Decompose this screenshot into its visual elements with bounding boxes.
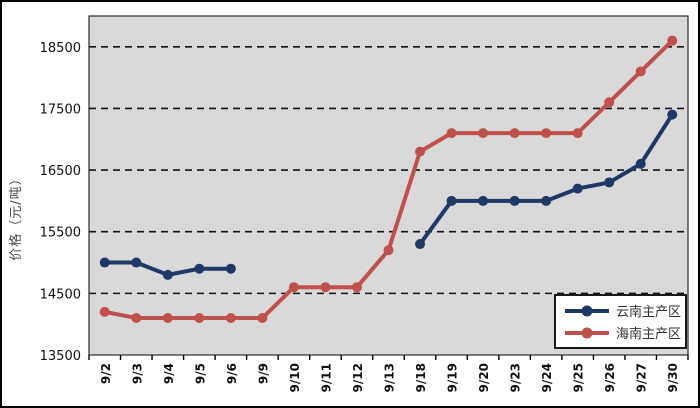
x-tick-label: 9/25	[572, 363, 586, 392]
x-tick-label: 9/26	[603, 363, 617, 392]
data-point-yunnan	[509, 195, 520, 206]
data-point-hainan	[446, 128, 457, 139]
data-point-hainan	[383, 245, 394, 256]
data-point-hainan	[509, 128, 520, 139]
x-tick-label: 9/20	[477, 363, 491, 392]
legend: 云南主产区 海南主产区	[554, 294, 687, 349]
data-point-hainan	[320, 282, 331, 293]
data-point-yunnan	[572, 183, 583, 194]
data-point-yunnan	[604, 177, 615, 188]
x-tick-label: 9/12	[351, 363, 365, 392]
y-tick-label: 13500	[40, 349, 81, 364]
data-point-hainan	[162, 313, 173, 324]
data-point-yunnan	[225, 263, 236, 274]
data-point-hainan	[257, 313, 268, 324]
data-point-hainan	[225, 313, 236, 324]
data-point-yunnan	[194, 263, 205, 274]
data-point-hainan	[131, 313, 142, 324]
x-tick-label: 9/27	[635, 363, 649, 392]
hainan-line-swatch-icon	[565, 327, 609, 338]
y-tick-label: 18500	[40, 41, 81, 56]
x-tick-label: 9/10	[288, 363, 302, 392]
x-tick-label: 9/2	[99, 363, 113, 384]
x-tick-label: 9/11	[319, 363, 333, 392]
x-tick-label: 9/30	[666, 363, 680, 392]
x-tick-label: 9/4	[162, 363, 176, 384]
legend-label-yunnan: 云南主产区	[616, 305, 682, 320]
y-tick-label: 17500	[40, 102, 81, 117]
data-point-yunnan	[478, 195, 489, 206]
x-tick-label: 9/19	[446, 363, 460, 392]
legend-label-hainan: 海南主产区	[616, 327, 682, 342]
x-tick-label: 9/13	[383, 363, 397, 392]
legend-item-hainan: 海南主产区	[564, 323, 685, 342]
x-tick-label: 9/9	[256, 363, 270, 384]
data-point-hainan	[667, 35, 678, 46]
yunnan-line-swatch-icon	[565, 305, 609, 316]
legend-item-yunnan: 云南主产区	[564, 301, 685, 320]
data-point-yunnan	[635, 158, 646, 169]
x-tick-label: 9/6	[225, 363, 239, 384]
data-point-hainan	[635, 66, 646, 77]
data-point-yunnan	[162, 269, 173, 280]
data-point-hainan	[415, 146, 426, 157]
y-tick-label: 15500	[40, 226, 81, 241]
y-tick-label: 16500	[40, 164, 81, 179]
data-point-hainan	[572, 128, 583, 139]
data-point-yunnan	[415, 239, 426, 250]
data-point-hainan	[541, 128, 552, 139]
data-point-yunnan	[541, 195, 552, 206]
data-point-yunnan	[446, 195, 457, 206]
y-axis-title: 价格（元/吨）	[9, 171, 24, 261]
x-tick-label: 9/24	[540, 363, 554, 392]
data-point-hainan	[351, 282, 362, 293]
x-tick-label: 9/18	[414, 363, 428, 392]
data-point-hainan	[288, 282, 299, 293]
data-point-yunnan	[99, 257, 110, 268]
x-tick-label: 9/5	[193, 363, 207, 384]
data-point-yunnan	[131, 257, 142, 268]
data-point-hainan	[194, 313, 205, 324]
data-point-hainan	[478, 128, 489, 139]
data-point-yunnan	[667, 109, 678, 120]
x-tick-label: 9/3	[130, 363, 144, 384]
y-tick-label: 14500	[40, 287, 81, 302]
data-point-hainan	[604, 97, 615, 108]
x-tick-label: 9/23	[509, 363, 523, 392]
data-point-hainan	[99, 306, 110, 317]
